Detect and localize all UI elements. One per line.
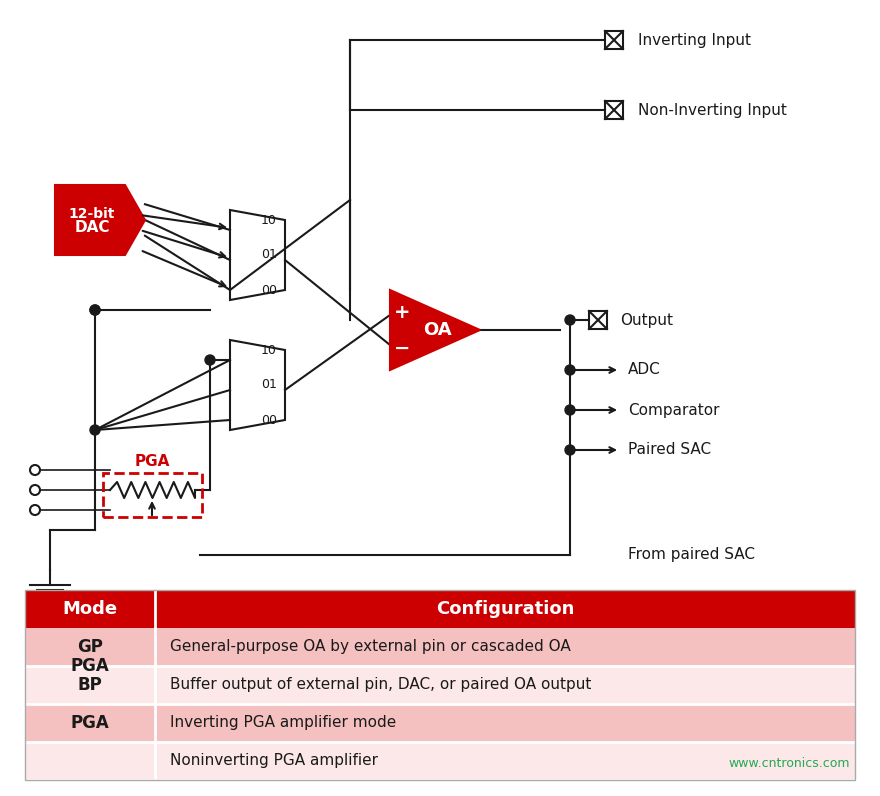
Polygon shape bbox=[55, 185, 145, 255]
Text: General-purpose OA by external pin or cascaded OA: General-purpose OA by external pin or ca… bbox=[170, 639, 571, 654]
Text: www.cntronics.com: www.cntronics.com bbox=[729, 757, 850, 770]
Text: 01: 01 bbox=[261, 248, 277, 262]
Text: Buffer output of external pin, DAC, or paired OA output: Buffer output of external pin, DAC, or p… bbox=[170, 677, 591, 693]
Text: Mode: Mode bbox=[62, 600, 118, 618]
Text: DAC: DAC bbox=[74, 220, 110, 236]
Text: Noninverting PGA amplifier: Noninverting PGA amplifier bbox=[170, 754, 378, 768]
Text: Configuration: Configuration bbox=[436, 600, 574, 618]
Circle shape bbox=[565, 405, 575, 415]
Text: 12-bit: 12-bit bbox=[69, 207, 115, 221]
Polygon shape bbox=[390, 290, 480, 370]
Text: GP: GP bbox=[77, 638, 103, 656]
Text: From paired SAC: From paired SAC bbox=[628, 548, 755, 563]
Text: −: − bbox=[394, 338, 410, 357]
Text: PGA: PGA bbox=[70, 714, 109, 732]
Circle shape bbox=[90, 305, 100, 315]
Text: 10: 10 bbox=[261, 344, 277, 357]
Circle shape bbox=[565, 365, 575, 375]
Bar bbox=[25, 666, 855, 704]
Text: ADC: ADC bbox=[628, 362, 661, 377]
Circle shape bbox=[205, 355, 215, 365]
Text: 00: 00 bbox=[261, 413, 277, 427]
Text: Output: Output bbox=[620, 313, 673, 327]
Bar bbox=[605, 101, 623, 119]
Text: +: + bbox=[393, 302, 410, 322]
Text: Inverting PGA amplifier mode: Inverting PGA amplifier mode bbox=[170, 716, 396, 731]
Text: Comparator: Comparator bbox=[628, 403, 720, 417]
Bar bbox=[605, 31, 623, 49]
Circle shape bbox=[565, 445, 575, 455]
Bar bbox=[25, 628, 855, 666]
Text: Inverting Input: Inverting Input bbox=[638, 33, 751, 48]
Bar bbox=[25, 742, 855, 780]
Text: BP: BP bbox=[77, 676, 102, 694]
Text: PGA: PGA bbox=[135, 455, 170, 470]
Text: Paired SAC: Paired SAC bbox=[628, 443, 711, 458]
Text: OA: OA bbox=[422, 321, 451, 339]
Bar bbox=[25, 704, 855, 742]
Circle shape bbox=[90, 305, 100, 315]
Text: 01: 01 bbox=[261, 379, 277, 392]
Circle shape bbox=[565, 315, 575, 325]
Text: 10: 10 bbox=[261, 213, 277, 227]
Text: 00: 00 bbox=[261, 283, 277, 296]
Bar bbox=[589, 311, 607, 329]
Text: Non-Inverting Input: Non-Inverting Input bbox=[638, 103, 787, 118]
Bar bbox=[25, 590, 855, 780]
Text: PGA: PGA bbox=[70, 657, 109, 675]
Bar bbox=[25, 590, 855, 628]
Circle shape bbox=[90, 425, 100, 435]
